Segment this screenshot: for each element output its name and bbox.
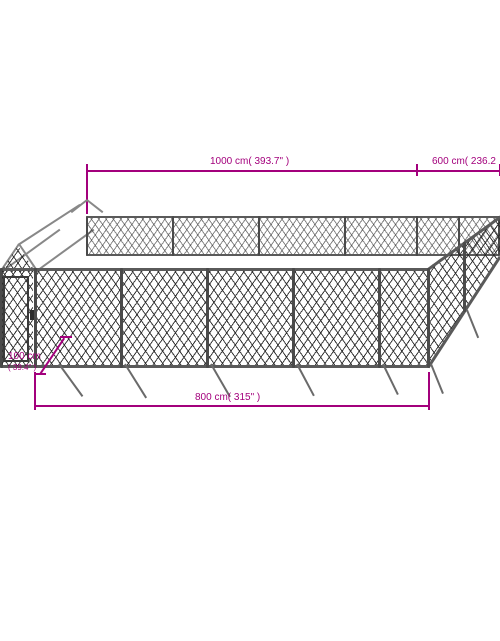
kennel-door (3, 276, 29, 362)
brace-7 (466, 310, 479, 339)
back-post-2 (172, 216, 174, 256)
dim-label-bottom-width: 800 cm( 315" ) (195, 392, 260, 403)
dim-value-left-small-cm: 100 cm (8, 351, 41, 362)
front-post-6 (427, 268, 430, 368)
brace-6 (430, 364, 444, 394)
dim-value-bottom-width: 800 cm( 315" ) (195, 392, 260, 403)
dim-label-left-small: 100 cm ( 39.4" ) (8, 352, 41, 373)
front-post-5 (378, 268, 381, 368)
dim-tick-bottom-right (428, 372, 430, 410)
dim-label-top-length: 1000 cm( 393.7" ) (210, 156, 289, 167)
back-post-4 (344, 216, 346, 256)
mesh-back (86, 218, 500, 254)
dim-value-left-small-in: ( 39.4" ) (8, 363, 36, 372)
brace-4 (296, 364, 315, 397)
brace-5 (382, 364, 399, 395)
brace-2 (124, 363, 147, 398)
mesh-front (34, 271, 428, 366)
dim-value-top-length: 1000 cm( 393.7" ) (210, 156, 289, 167)
front-rail-top (0, 268, 428, 271)
dim-label-top-depth: 600 cm( 236.2 (432, 156, 496, 167)
dim-line-bottom-width (34, 405, 428, 407)
brace-1 (58, 363, 83, 397)
dim-line-top-length (86, 170, 416, 172)
back-post-3 (258, 216, 260, 256)
front-post-2 (120, 268, 123, 368)
back-post-1 (86, 216, 88, 256)
front-post-3 (206, 268, 209, 368)
dim-tick-bottom-left (34, 372, 36, 410)
back-post-5 (416, 216, 418, 256)
front-post-4 (292, 268, 295, 368)
kennel-diagram: 1000 cm( 393.7" ) 600 cm( 236.2 (0, 160, 500, 420)
dim-tick-small-top (60, 336, 72, 338)
dim-line-top-depth (416, 170, 500, 172)
dim-tick-small-bot (34, 373, 46, 375)
door-latch (30, 310, 34, 320)
right-mid-post (463, 242, 466, 312)
back-rail-bottom (86, 254, 500, 256)
dim-value-top-depth: 600 cm( 236.2 (432, 156, 496, 167)
